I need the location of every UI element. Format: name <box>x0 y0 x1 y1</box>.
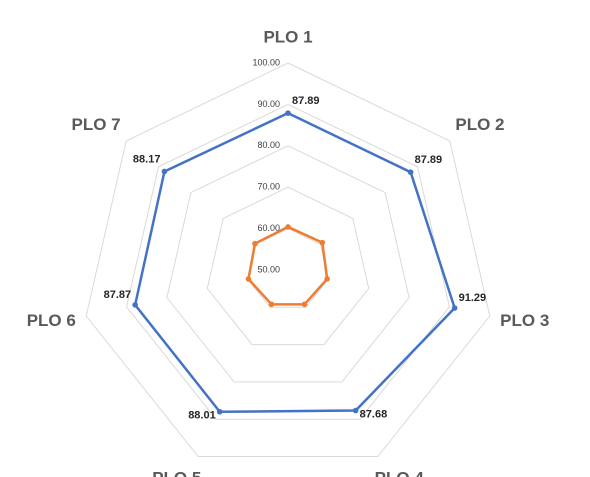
data-point <box>407 169 414 175</box>
series-line <box>247 225 329 306</box>
category-label: PLO 6 <box>27 311 76 330</box>
grid-ring <box>166 145 410 383</box>
data-point <box>319 239 326 246</box>
data-point <box>285 110 291 116</box>
tick-label: 60.00 <box>257 223 280 233</box>
series-line <box>133 111 457 414</box>
data-point <box>285 224 291 230</box>
data-point <box>132 302 138 308</box>
data-point <box>301 301 308 308</box>
data-point <box>324 276 330 282</box>
category-label: PLO 7 <box>71 115 120 134</box>
data-point <box>161 168 168 175</box>
data-label: 91.29 <box>459 292 487 304</box>
data-point <box>252 240 258 247</box>
category-label: PLO 5 <box>152 469 201 477</box>
data-point <box>352 407 359 414</box>
data-label: 87.89 <box>415 154 443 166</box>
data-label: 88.17 <box>133 153 161 165</box>
category-label: PLO 2 <box>455 115 504 134</box>
data-label: 88.01 <box>188 410 216 422</box>
category-label: PLO 3 <box>500 311 549 330</box>
grid-ring <box>85 62 491 458</box>
category-label: PLO 4 <box>375 469 425 477</box>
grid-ring <box>206 186 370 346</box>
tick-label: 70.00 <box>257 182 280 192</box>
tick-label: 50.00 <box>257 264 280 274</box>
data-point <box>268 301 275 308</box>
grid-ring <box>126 103 450 420</box>
tick-label: 80.00 <box>257 140 280 150</box>
data-point <box>245 276 252 282</box>
data-label: 87.87 <box>104 289 132 301</box>
tick-label: 100.00 <box>252 57 280 67</box>
data-point <box>451 305 458 311</box>
tick-label: 90.00 <box>257 99 280 109</box>
category-label: PLO 1 <box>263 27 312 46</box>
data-point <box>216 408 223 415</box>
data-label: 87.89 <box>292 95 320 107</box>
data-label: 87.68 <box>360 408 388 420</box>
